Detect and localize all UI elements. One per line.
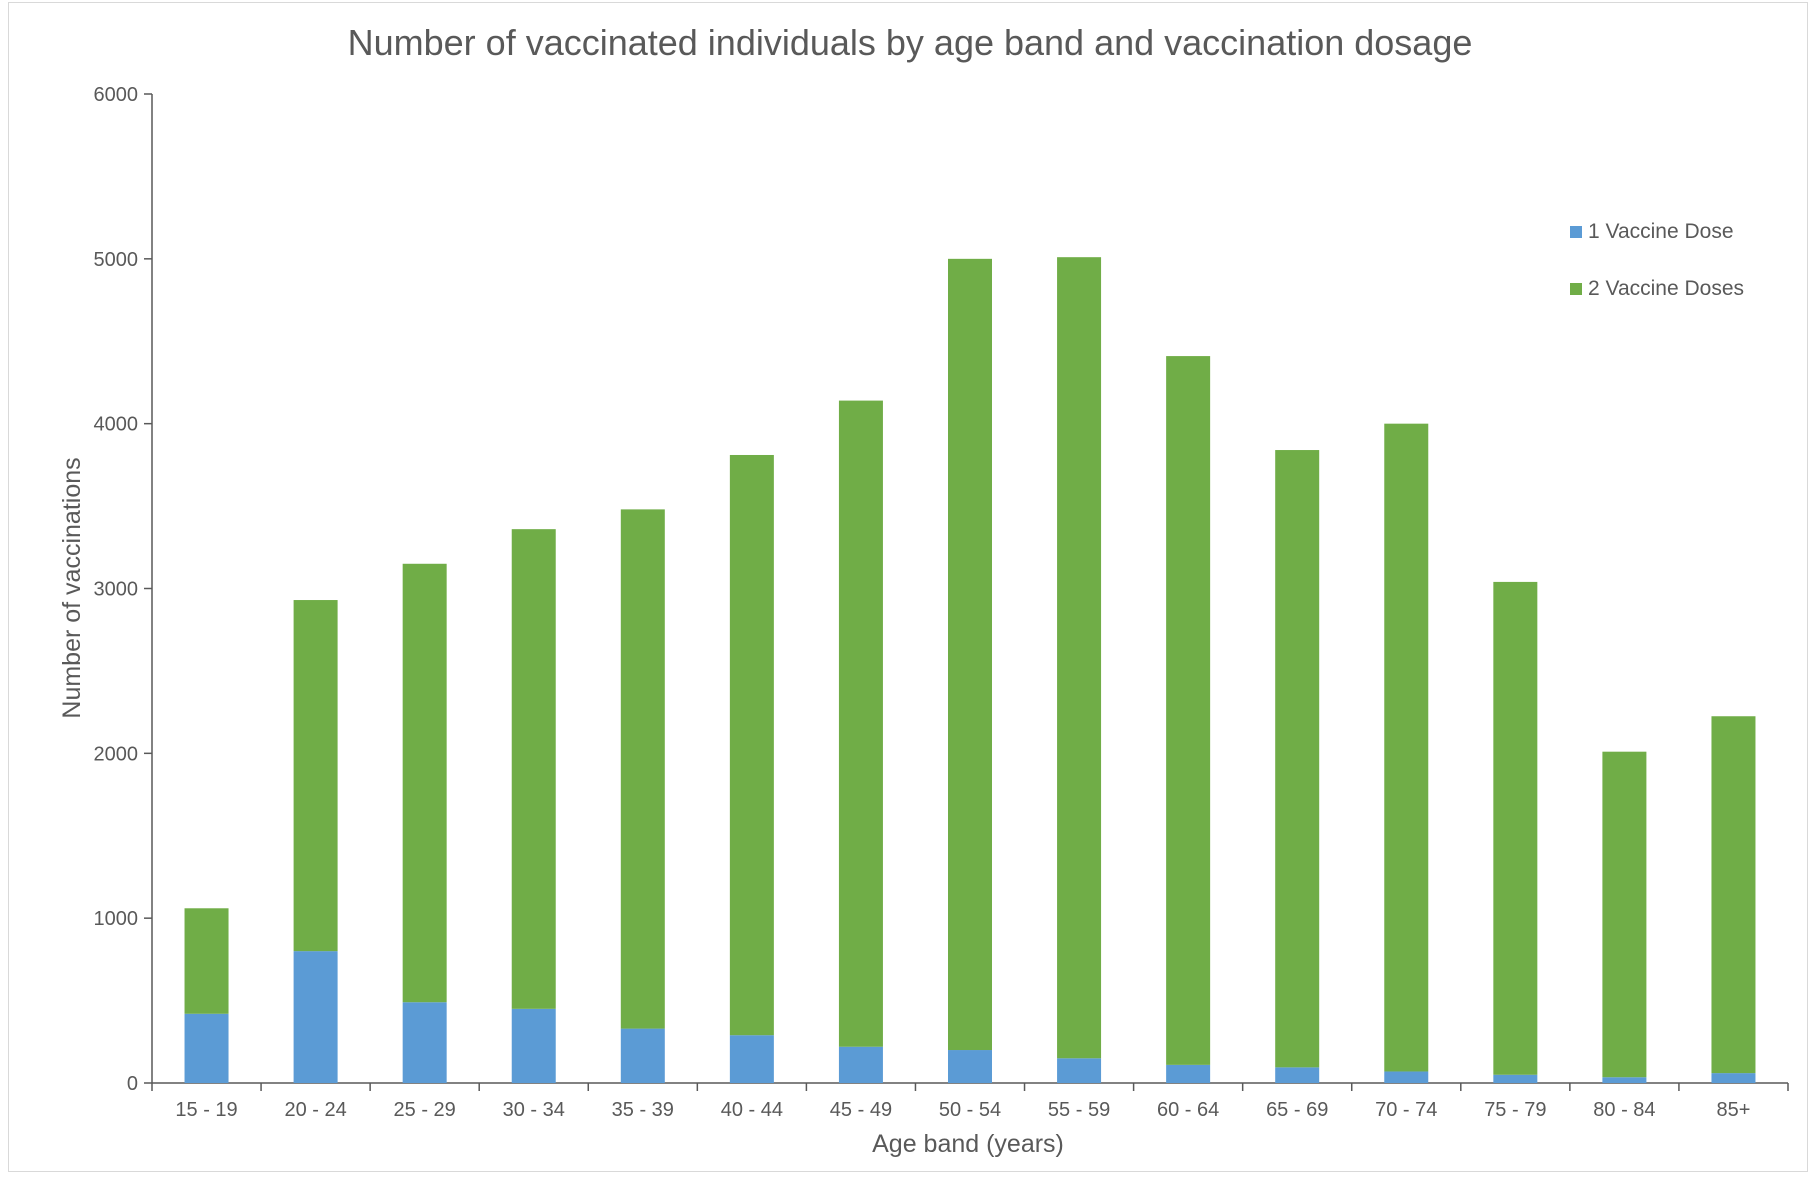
bar-one-dose	[511, 1008, 556, 1083]
x-tick-label: 80 - 84	[1593, 1099, 1655, 1121]
bar-two-doses	[293, 600, 338, 952]
bar-two-doses	[1493, 581, 1538, 1075]
bar-one-dose	[948, 1050, 992, 1083]
bar-two-doses	[1384, 423, 1429, 1072]
bar-two-doses	[729, 454, 774, 1036]
y-tick-label: 1000	[94, 908, 139, 930]
legend-swatch	[1570, 226, 1582, 238]
x-tick-label: 15 - 19	[175, 1099, 237, 1121]
bar-two-doses	[838, 400, 883, 1047]
legend-label: 2 Vaccine Doses	[1588, 277, 1744, 300]
x-tick-label: 25 - 29	[394, 1099, 456, 1121]
bar-one-dose	[838, 1046, 883, 1083]
x-tick-label: 40 - 44	[721, 1099, 783, 1121]
x-tick-label: 45 - 49	[830, 1099, 892, 1121]
bar-one-dose	[402, 1002, 447, 1083]
bar-one-dose	[1275, 1067, 1320, 1083]
x-tick-label: 35 - 39	[612, 1099, 674, 1121]
legend: 1 Vaccine Dose 2 Vaccine Doses	[1570, 220, 1744, 300]
x-tick-label: 20 - 24	[284, 1099, 346, 1121]
x-tick-label: 75 - 79	[1484, 1099, 1546, 1121]
x-tick-label: 30 - 34	[503, 1099, 565, 1121]
bar-one-dose	[1602, 1077, 1647, 1083]
bar-two-doses	[1057, 257, 1102, 1059]
x-tick-label: 60 - 64	[1157, 1099, 1219, 1121]
bar-two-doses	[1602, 751, 1647, 1078]
y-tick-label: 4000	[94, 414, 139, 436]
y-tick-label: 3000	[94, 579, 139, 601]
y-tick-label: 2000	[94, 743, 139, 765]
plot-area: 0 1000 2000 3000 4000 5000 6000 15 - 19 20 - 24 2…	[94, 84, 1789, 1121]
x-tick-label: 70 - 74	[1375, 1099, 1437, 1121]
bar-one-dose	[293, 951, 338, 1083]
chart-title: Number of vaccinated individuals by age …	[348, 22, 1473, 63]
x-tick-label: 65 - 69	[1266, 1099, 1328, 1121]
x-tick-label: 50 - 54	[939, 1099, 1001, 1121]
bar-two-doses	[1711, 716, 1756, 1074]
x-tick-label: 55 - 59	[1048, 1099, 1110, 1121]
bar-one-dose	[729, 1035, 774, 1083]
bar-two-doses	[620, 509, 665, 1029]
bar-one-dose	[620, 1028, 665, 1083]
bar-one-dose	[1384, 1071, 1429, 1083]
x-axis-title: Age band (years)	[872, 1130, 1064, 1158]
bar-one-dose	[1711, 1073, 1756, 1083]
bar-one-dose	[1057, 1058, 1102, 1083]
y-tick-label: 6000	[94, 84, 139, 106]
bar-one-dose	[1493, 1074, 1538, 1083]
y-tick-label: 0	[127, 1073, 138, 1095]
legend-label: 1 Vaccine Dose	[1588, 220, 1734, 243]
bar-two-doses	[1275, 450, 1320, 1068]
legend-swatch	[1570, 283, 1582, 295]
bar-two-doses	[184, 908, 229, 1014]
y-axis-title: Number of vaccinations	[58, 457, 86, 718]
bar-two-doses	[948, 258, 992, 1051]
bar-two-doses	[1166, 356, 1211, 1065]
y-tick-label: 5000	[94, 249, 139, 271]
x-tick-label: 85+	[1716, 1099, 1750, 1121]
bar-one-dose	[1166, 1064, 1211, 1083]
bar-two-doses	[511, 529, 556, 1009]
bar-one-dose	[184, 1013, 229, 1083]
bar-two-doses	[402, 563, 447, 1003]
